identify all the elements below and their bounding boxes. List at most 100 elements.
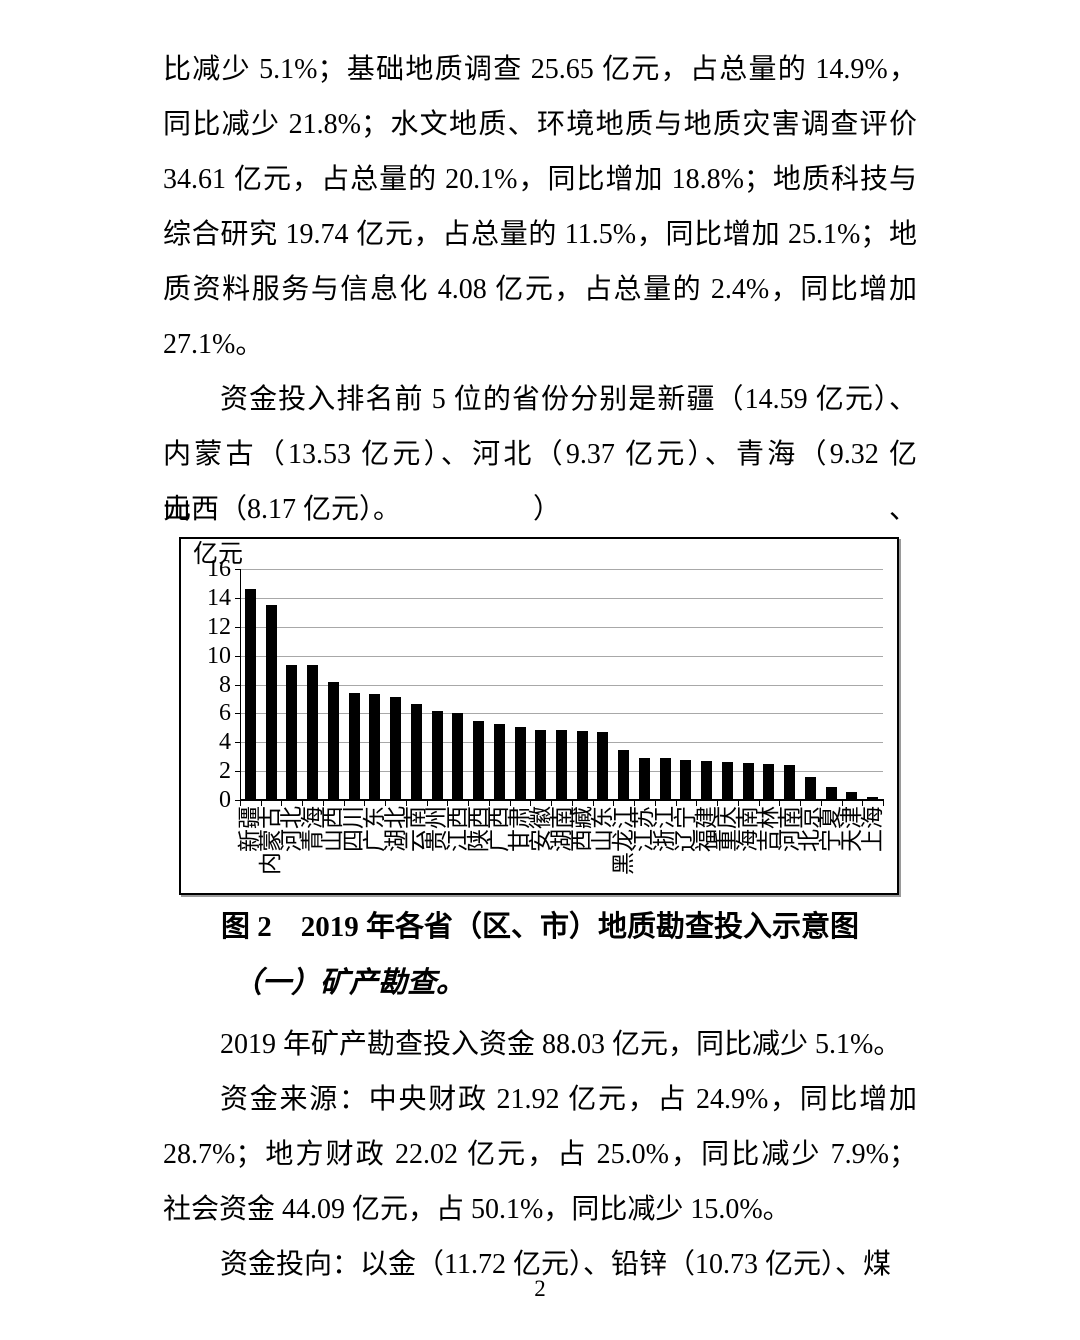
bar-天津 (846, 792, 858, 800)
x-axis-tick (281, 801, 283, 806)
bar-上海 (867, 796, 879, 800)
text-line: 资金投入排名前 5 位的省份分别是新疆（14.59 亿元）、 (220, 384, 917, 415)
y-axis-tick (235, 713, 240, 715)
x-axis-tick (592, 801, 594, 806)
y-axis-tick-label: 10 (207, 642, 231, 669)
text-line: 社会资金 44.09 亿元，占 50.1%，同比减少 15.0%。 (163, 1194, 791, 1225)
bar-广东 (369, 693, 381, 800)
bar-山西 (327, 682, 339, 800)
y-axis-tick (235, 742, 240, 744)
y-axis-tick-label: 0 (219, 787, 231, 813)
bar-甘肃 (514, 727, 526, 800)
x-axis-tick (530, 801, 532, 806)
bar-贵州 (431, 711, 443, 800)
bar-chart-provincial-investment: 亿元 0 2 4 6 8 10 12 14 16 新疆 内蒙古 河北 青海 山西 四川 广东 湖北 云南 贵州 江西陕… (179, 537, 899, 895)
x-axis-tick (737, 801, 739, 806)
x-axis-tick (385, 801, 387, 806)
y-axis-tick-label: 8 (219, 671, 231, 698)
y-axis-unit-label: 亿元 (193, 541, 244, 568)
x-axis-tick (758, 801, 760, 806)
bar-福建 (701, 761, 713, 800)
bar-辽宁 (680, 759, 692, 800)
bar-江苏 (638, 758, 650, 800)
x-axis-tick (364, 801, 366, 806)
bar-北京 (804, 776, 816, 800)
x-axis-tick (696, 801, 698, 806)
bar-内蒙古 (265, 604, 277, 800)
x-axis-tick (717, 801, 719, 806)
x-axis-tick (405, 801, 407, 806)
y-axis-tick-label: 14 (207, 584, 231, 611)
text-line: 内蒙古（13.53 亿元）、河北（9.37 亿元）、青海（9.32 亿元）、 (163, 439, 917, 525)
x-axis-tick (634, 801, 636, 806)
y-axis-tick-label: 16 (207, 556, 231, 582)
x-axis-tick (426, 801, 428, 806)
bar-青海 (307, 665, 319, 800)
x-axis-tick (779, 801, 781, 806)
x-axis-tick (820, 801, 822, 806)
x-axis-tick (260, 801, 262, 806)
y-axis-tick (235, 771, 240, 773)
text-line: 2019 年矿产勘查投入资金 88.03 亿元，同比减少 5.1%。 (220, 1029, 902, 1060)
bar-重庆 (721, 762, 733, 800)
text-line: 28.7%；地方财政 22.02 亿元，占 25.0%，同比减少 7.9%； (163, 1139, 917, 1170)
gridline (240, 684, 883, 686)
bar-山东 (597, 731, 609, 800)
gridline (240, 569, 883, 570)
text-line: 34.61 亿元，占总量的 20.1%，同比增加 18.8%；地质科技与 (163, 164, 917, 195)
page-content: 比减少 5.1%；基础地质调查 25.65 亿元，占总量的 14.9%， 同比减… (163, 0, 917, 1292)
x-axis-label-上海: 上海 (859, 806, 885, 852)
text-line: 山西（8.17 亿元）。 (163, 494, 402, 525)
bar-四川 (348, 693, 360, 800)
text-line: 同比减少 21.8%；水文地质、环境地质与地质灾害调查评价 (163, 109, 917, 140)
y-axis-line (240, 569, 241, 800)
text-line: 资金投向：以金（11.72 亿元）、铅锌（10.73 亿元）、煤 (220, 1249, 891, 1280)
x-axis-tick (841, 801, 843, 806)
y-axis-tick (235, 569, 240, 570)
bar-湖北 (390, 697, 402, 800)
x-axis-tick (468, 801, 470, 806)
y-axis-tick (235, 626, 240, 628)
bar-西藏 (576, 730, 588, 800)
text-line: 综合研究 19.74 亿元，占总量的 11.5%，同比增加 25.1%；地 (163, 219, 917, 250)
x-axis-tick (509, 801, 511, 806)
bar-安徽 (535, 730, 547, 800)
bar-吉林 (763, 764, 775, 800)
bar-广西 (493, 724, 505, 800)
gridline (240, 597, 883, 599)
section-heading: （一）矿产勘查。 (233, 967, 466, 999)
y-axis-tick (235, 800, 240, 801)
x-axis-tick (883, 801, 884, 806)
y-axis-tick-label: 12 (207, 613, 231, 640)
bar-海南 (742, 762, 754, 800)
y-axis-tick-label: 6 (219, 700, 231, 727)
x-axis-tick (343, 801, 345, 806)
x-axis-tick (654, 801, 656, 806)
y-axis-tick (235, 597, 240, 599)
bar-黑龙江 (618, 750, 630, 800)
bar-云南 (410, 704, 422, 800)
bar-陕西 (473, 721, 485, 800)
text-line: 质资料服务与信息化 4.08 亿元，占总量的 2.4%，同比增加 (163, 274, 917, 305)
x-axis-tick (447, 801, 449, 806)
x-axis-tick (613, 801, 615, 806)
bar-新疆 (244, 589, 256, 800)
y-axis-tick-label: 4 (219, 729, 231, 756)
x-axis-tick (675, 801, 677, 806)
x-axis-tick (240, 801, 241, 806)
x-axis-line (240, 799, 884, 801)
y-axis-tick-label: 2 (219, 758, 231, 785)
gridline (240, 713, 883, 715)
x-axis-tick (302, 801, 304, 806)
x-axis-tick (322, 801, 324, 806)
page-number: 2 (534, 1276, 546, 1301)
bar-宁夏 (825, 786, 837, 800)
bar-浙江 (659, 758, 671, 800)
gridline (240, 626, 883, 628)
y-axis-tick (235, 655, 240, 657)
x-axis-tick (488, 801, 490, 806)
text-line: 比减少 5.1%；基础地质调查 25.65 亿元，占总量的 14.9%， (163, 54, 917, 85)
bar-河南 (784, 764, 796, 800)
x-axis-tick (551, 801, 553, 806)
